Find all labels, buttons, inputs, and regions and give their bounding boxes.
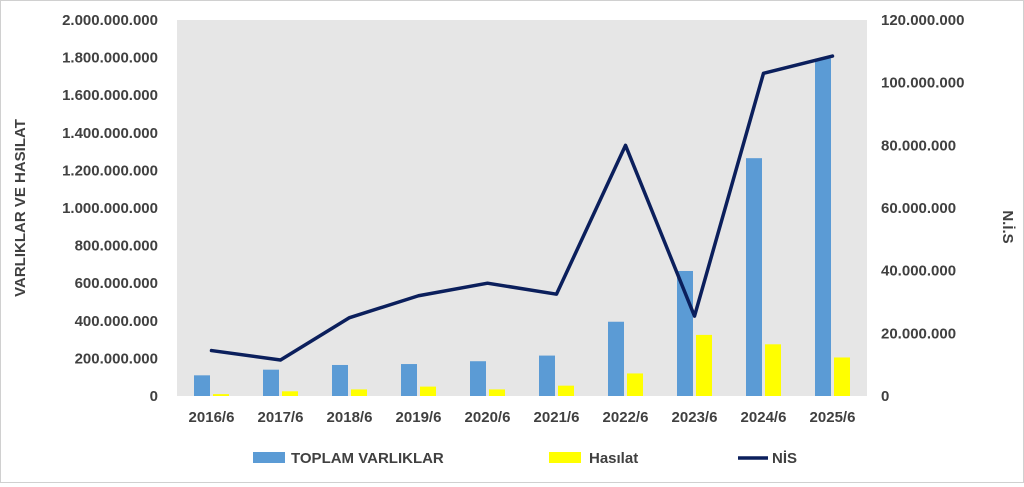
- x-tick-label: 2023/6: [672, 409, 718, 426]
- bar-has-lat-2020-6: [489, 389, 505, 396]
- legend-swatch-has-lat: [549, 452, 581, 463]
- x-tick-label: 2025/6: [810, 409, 856, 426]
- x-tick-label: 2021/6: [534, 409, 580, 426]
- bar-toplam-varliklar-2017-6: [263, 369, 279, 396]
- y-left-axis-title: VARLIKLAR VE HASILAT: [12, 119, 29, 297]
- bar-has-lat-2018-6: [351, 389, 367, 396]
- y-right-tick-label: 60.000.000: [881, 200, 956, 217]
- bar-has-lat-2019-6: [420, 386, 436, 396]
- bar-has-lat-2025-6: [834, 357, 850, 396]
- y-left-tick-label: 1.800.000.000: [62, 50, 158, 67]
- x-tick-label: 2020/6: [465, 409, 511, 426]
- line-series-nis: [209, 54, 835, 362]
- bar-has-lat-2024-6: [765, 344, 781, 396]
- y-right-tick-label: 80.000.000: [881, 137, 956, 154]
- y-right-tick-label: 120.000.000: [881, 12, 964, 29]
- x-tick-label: 2022/6: [603, 409, 649, 426]
- y-right-tick-label: 0: [881, 388, 889, 405]
- legend: TOPLAM VARLIKLAR Hasılat NİS: [253, 450, 797, 467]
- bar-has-lat-2022-6: [627, 373, 643, 396]
- bar-toplam-varliklar-2020-6: [470, 361, 486, 396]
- x-tick-label: 2017/6: [258, 409, 304, 426]
- x-tick-label: 2016/6: [189, 409, 235, 426]
- bar-toplam-varliklar-2021-6: [539, 355, 555, 396]
- bar-toplam-varliklar-2019-6: [401, 364, 417, 396]
- x-tick-label: 2019/6: [396, 409, 442, 426]
- bar-has-lat-2017-6: [282, 391, 298, 396]
- y-left-tick-label: 800.000.000: [75, 238, 158, 255]
- legend-label-ni-s: NİS: [772, 450, 797, 467]
- y-left-tick-label: 200.000.000: [75, 350, 158, 367]
- y-left-tick-label: 1.000.000.000: [62, 200, 158, 217]
- y-left-tick-label: 2.000.000.000: [62, 12, 158, 29]
- x-tick-label: 2024/6: [741, 409, 787, 426]
- bar-toplam-varliklar-2018-6: [332, 364, 348, 396]
- y-right-tick-label: 20.000.000: [881, 325, 956, 342]
- bar-toplam-varliklar-2016-6: [194, 375, 210, 396]
- legend-label-toplam-varliklar: TOPLAM VARLIKLAR: [291, 450, 444, 467]
- y-left-tick-label: 1.600.000.000: [62, 87, 158, 104]
- y-right-tick-label: 100.000.000: [881, 75, 964, 92]
- bar-toplam-varliklar-2022-6: [608, 321, 624, 396]
- bar-has-lat-2016-6: [213, 394, 229, 396]
- bar-has-lat-2023-6: [696, 334, 712, 396]
- bar-toplam-varliklar-2025-6: [815, 58, 831, 396]
- bar-toplam-varliklar-2024-6: [746, 158, 762, 396]
- y-left-tick-label: 0: [150, 388, 158, 405]
- y-left-tick-label: 1.400.000.000: [62, 125, 158, 142]
- y-right-tick-label: 40.000.000: [881, 263, 956, 280]
- legend-swatch-toplam-varliklar: [253, 452, 285, 463]
- y-left-tick-label: 1.200.000.000: [62, 162, 158, 179]
- y-left-tick-label: 600.000.000: [75, 275, 158, 292]
- y-right-axis-title: N.İ.S: [999, 210, 1016, 243]
- x-tick-label: 2018/6: [327, 409, 373, 426]
- bar-has-lat-2021-6: [558, 385, 574, 396]
- y-left-tick-label: 400.000.000: [75, 313, 158, 330]
- legend-label-has-lat: Hasılat: [589, 450, 638, 467]
